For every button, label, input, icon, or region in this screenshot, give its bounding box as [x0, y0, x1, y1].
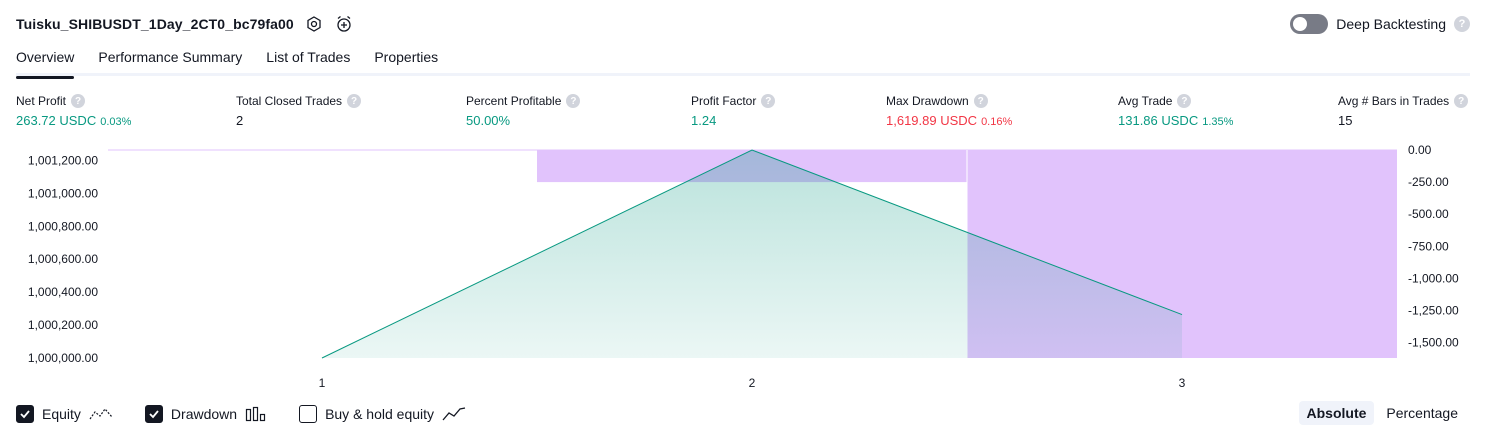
mode-absolute-button[interactable]: Absolute — [1298, 401, 1375, 425]
metric-value: 2 — [236, 113, 244, 128]
metric-total-closed-trades: Total Closed Trades? 2 — [236, 93, 362, 128]
legend-drawdown[interactable]: Drawdown — [144, 405, 267, 423]
mode-percentage-button[interactable]: Percentage — [1386, 405, 1458, 421]
metric-value: 1,619.89 USDC — [886, 113, 978, 128]
metric-avg-trade: Avg Trade? 131.86 USDC 1.35% — [1118, 93, 1233, 128]
legend-label: Drawdown — [170, 406, 238, 422]
legend-buy-hold-equity[interactable]: Buy & hold equity — [299, 405, 466, 423]
legend-label: Buy & hold equity — [325, 406, 435, 422]
metric-percent: 1.35% — [1202, 116, 1234, 128]
tab-overview[interactable]: Overview — [16, 44, 75, 79]
metric-label: Total Closed Trades — [236, 94, 343, 108]
settings-icon[interactable] — [304, 14, 324, 34]
x-axis-tick-label: 3 — [1179, 376, 1186, 390]
metric-value: 131.86 USDC — [1118, 113, 1199, 128]
metric-value: 50.00% — [466, 113, 511, 128]
right-axis-tick-label: -1,000.00 — [1408, 271, 1459, 285]
metric-percent: 0.16% — [981, 116, 1013, 128]
x-axis-tick-label: 2 — [749, 376, 756, 390]
right-axis-tick-label: -250.00 — [1408, 175, 1449, 189]
drawdown-bars-icon — [245, 406, 267, 422]
buy-hold-line-icon — [442, 406, 466, 422]
metric-value: 263.72 USDC — [16, 113, 97, 128]
info-icon[interactable]: ? — [761, 94, 776, 108]
metric-value: 15 — [1338, 113, 1353, 128]
metric-profit-factor: Profit Factor? 1.24 — [691, 93, 776, 128]
equity-drawdown-chart: 1,001,200.00 1,001,000.00 1,000,800.00 1,00… — [28, 143, 1459, 390]
deep-backtesting-control: Deep Backtesting ? — [1290, 12, 1470, 36]
deep-backtesting-label: Deep Backtesting — [1336, 16, 1446, 32]
right-axis-tick-label: -1,250.00 — [1408, 304, 1459, 318]
info-icon[interactable]: ? — [1454, 94, 1469, 108]
right-axis-tick-label: -1,500.00 — [1408, 336, 1459, 350]
left-axis-tick-label: 1,000,600.00 — [28, 252, 98, 266]
display-mode-switch: Absolute Percentage — [1298, 401, 1467, 425]
metric-label: Profit Factor — [691, 94, 757, 108]
buy-hold-checkbox[interactable] — [299, 405, 318, 423]
metric-value: 1.24 — [691, 113, 717, 128]
tab-properties[interactable]: Properties — [374, 49, 439, 65]
info-icon[interactable]: ? — [71, 94, 86, 108]
right-axis-tick-label: -750.00 — [1408, 239, 1449, 253]
info-icon[interactable]: ? — [973, 94, 988, 108]
strategy-title: Tuisku_SHIBUSDT_1Day_2CT0_bc79fa00 — [16, 16, 294, 32]
metric-label: Avg # Bars in Trades — [1338, 94, 1450, 108]
info-icon[interactable]: ? — [347, 94, 362, 108]
report-tabs: Overview Performance Summary List of Tra… — [16, 44, 1470, 79]
tab-list-of-trades[interactable]: List of Trades — [266, 49, 351, 65]
left-axis-tick-label: 1,000,000.00 — [28, 351, 98, 365]
metric-label: Avg Trade — [1118, 94, 1173, 108]
info-icon[interactable]: ? — [1177, 94, 1192, 108]
left-axis-tick-label: 1,000,200.00 — [28, 318, 98, 332]
metric-label: Percent Profitable — [466, 94, 562, 108]
metric-label: Net Profit — [16, 94, 67, 108]
metric-label: Max Drawdown — [886, 94, 969, 108]
metric-percent: 0.03% — [100, 116, 132, 128]
metric-max-drawdown: Max Drawdown? 1,619.89 USDC 0.16% — [886, 93, 1012, 128]
left-axis-tick-label: 1,000,800.00 — [28, 219, 98, 233]
equity-area — [322, 150, 1182, 358]
equity-line-icon — [89, 406, 113, 422]
chart-legend: Equity Drawdown Buy & hold equity — [16, 403, 466, 425]
metric-avg-bars-in-trades: Avg # Bars in Trades? 15 — [1338, 93, 1469, 128]
deep-backtesting-toggle[interactable] — [1290, 14, 1329, 34]
right-axis-tick-label: -500.00 — [1408, 207, 1449, 221]
legend-equity[interactable]: Equity — [16, 405, 113, 423]
info-icon[interactable]: ? — [566, 94, 581, 108]
left-axis-tick-label: 1,001,200.00 — [28, 153, 98, 167]
deep-backtesting-help-icon[interactable]: ? — [1454, 16, 1470, 32]
metrics-row: Net Profit? 263.72 USDC 0.03% Total Close… — [0, 93, 1486, 133]
legend-label: Equity — [42, 406, 81, 422]
left-axis-tick-label: 1,001,000.00 — [28, 186, 98, 200]
x-axis-tick-label: 1 — [319, 376, 326, 390]
equity-checkbox[interactable] — [16, 405, 34, 423]
metric-percent-profitable: Percent Profitable? 50.00% — [466, 93, 581, 128]
metric-net-profit: Net Profit? 263.72 USDC 0.03% — [16, 93, 131, 128]
right-axis-tick-label: 0.00 — [1408, 143, 1432, 157]
report-header: Tuisku_SHIBUSDT_1Day_2CT0_bc79fa00 — [16, 12, 354, 36]
tab-performance-summary[interactable]: Performance Summary — [98, 49, 243, 65]
add-alert-icon[interactable] — [334, 14, 354, 34]
left-axis-tick-label: 1,000,400.00 — [28, 285, 98, 299]
drawdown-checkbox[interactable] — [144, 405, 163, 423]
